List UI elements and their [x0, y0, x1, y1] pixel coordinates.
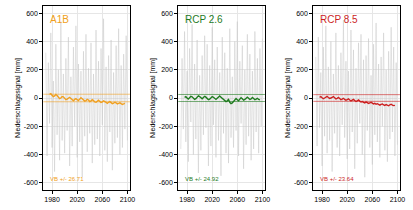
svg-text:2060: 2060	[95, 196, 111, 203]
svg-text:2100: 2100	[390, 196, 406, 203]
svg-text:2060: 2060	[365, 196, 381, 203]
svg-text:0: 0	[169, 94, 173, 101]
svg-text:1980: 1980	[314, 196, 330, 203]
svg-text:VB +/- 24.92: VB +/- 24.92	[185, 176, 219, 182]
svg-text:-600: -600	[294, 179, 308, 186]
svg-text:1980: 1980	[179, 196, 195, 203]
svg-text:RCP 2.6: RCP 2.6	[185, 14, 223, 25]
svg-text:400: 400	[296, 38, 308, 45]
svg-text:200: 200	[296, 66, 308, 73]
svg-text:2100: 2100	[120, 196, 136, 203]
svg-text:0: 0	[304, 94, 308, 101]
svg-text:1980: 1980	[44, 196, 60, 203]
svg-text:Niederschlagssignal [mm]: Niederschlagssignal [mm]	[284, 58, 292, 138]
svg-text:2100: 2100	[255, 196, 271, 203]
svg-text:Niederschlagssignal [mm]: Niederschlagssignal [mm]	[149, 58, 157, 138]
svg-text:VB +/- 26.71: VB +/- 26.71	[50, 176, 84, 182]
svg-text:600: 600	[161, 10, 173, 17]
svg-text:-200: -200	[159, 123, 173, 130]
svg-text:-400: -400	[159, 151, 173, 158]
svg-text:-200: -200	[24, 123, 38, 130]
svg-text:200: 200	[26, 66, 38, 73]
svg-text:2020: 2020	[204, 196, 220, 203]
svg-text:-400: -400	[24, 151, 38, 158]
svg-text:RCP 8.5: RCP 8.5	[320, 14, 358, 25]
svg-text:-600: -600	[159, 179, 173, 186]
svg-text:400: 400	[161, 38, 173, 45]
svg-text:400: 400	[26, 38, 38, 45]
svg-text:2060: 2060	[230, 196, 246, 203]
svg-text:-400: -400	[294, 151, 308, 158]
svg-text:A1B: A1B	[50, 14, 69, 25]
svg-text:-200: -200	[294, 123, 308, 130]
svg-text:-600: -600	[24, 179, 38, 186]
svg-text:VB +/- 23.64: VB +/- 23.64	[320, 176, 354, 182]
svg-text:0: 0	[34, 94, 38, 101]
svg-text:2020: 2020	[69, 196, 85, 203]
svg-text:2020: 2020	[339, 196, 355, 203]
svg-text:600: 600	[26, 10, 38, 17]
svg-text:200: 200	[161, 66, 173, 73]
svg-text:600: 600	[296, 10, 308, 17]
svg-text:Niederschlagssignal [mm]: Niederschlagssignal [mm]	[14, 58, 22, 138]
